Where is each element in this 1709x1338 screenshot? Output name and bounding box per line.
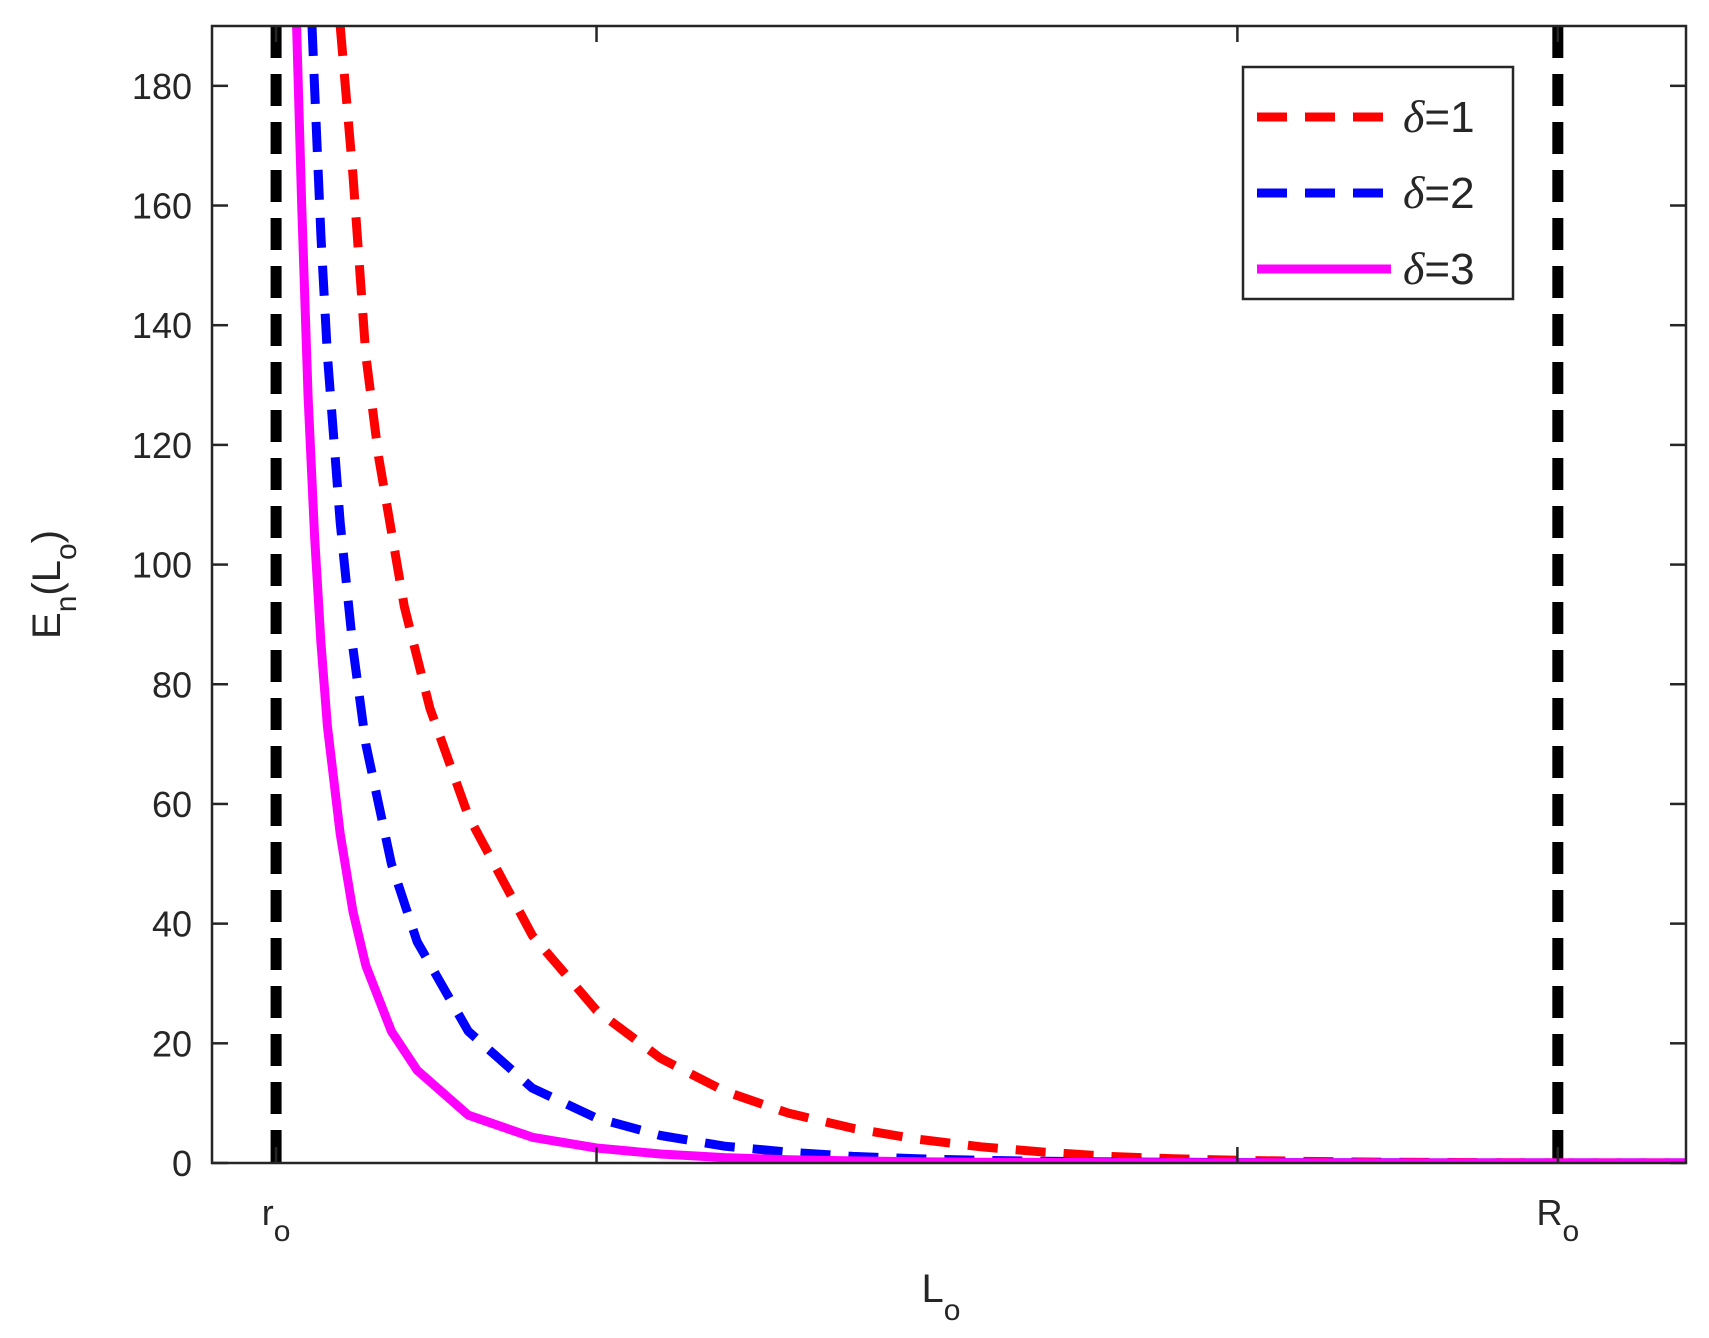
y-tick-label: 120 [132,425,192,466]
axes [210,24,1688,1165]
x-axis-label-main: L [922,1267,944,1311]
x-tick-label-sub: o [1562,1215,1579,1248]
y-tick-label: 100 [132,545,192,586]
y-tick-label: 0 [172,1143,192,1184]
y-tick-label: 160 [132,186,192,227]
x-tick-label-main: R [1536,1192,1562,1233]
y-axis-label-main: E [25,612,69,639]
legend-entry-symbol: δ [1403,167,1425,218]
y-tick-label: 40 [152,904,192,945]
y-axis-label: En(Lo) [25,530,83,639]
x-axis-label: Lo [922,1267,961,1327]
x-axis-label-sub: o [944,1294,961,1327]
y-tick-label: 60 [152,784,192,825]
y-axis-label-open: (L [25,560,69,596]
x-tick-label: Ro [1536,1192,1579,1248]
legend-entry-value: =2 [1424,169,1474,218]
legend-entry-3: δ=3 [1403,243,1475,294]
legend-entry-2: δ=2 [1403,167,1475,218]
y-tick-label: 80 [152,664,192,705]
y-tick-label: 20 [152,1023,192,1064]
legend-entry-value: =1 [1424,93,1474,142]
y-axis-label-sub1: n [50,596,83,613]
legend-box [1241,65,1515,301]
y-axis-label-sub2: o [50,543,83,560]
axes-box [210,24,1688,1165]
legend-entry-value: =3 [1424,245,1474,294]
y-tick-label: 180 [132,66,192,107]
x-tick-label: ro [262,1192,291,1248]
x-tick-label-main: r [262,1192,274,1233]
legend-entry-1: δ=1 [1403,91,1475,142]
y-axis-label-close: ) [25,530,69,543]
legend-entry-symbol: δ [1403,91,1425,142]
legend: δ=1δ=2δ=3 [1241,65,1515,301]
y-tick-label: 140 [132,305,192,346]
x-tick-label-sub: o [274,1215,291,1248]
legend-entry-symbol: δ [1403,243,1425,294]
